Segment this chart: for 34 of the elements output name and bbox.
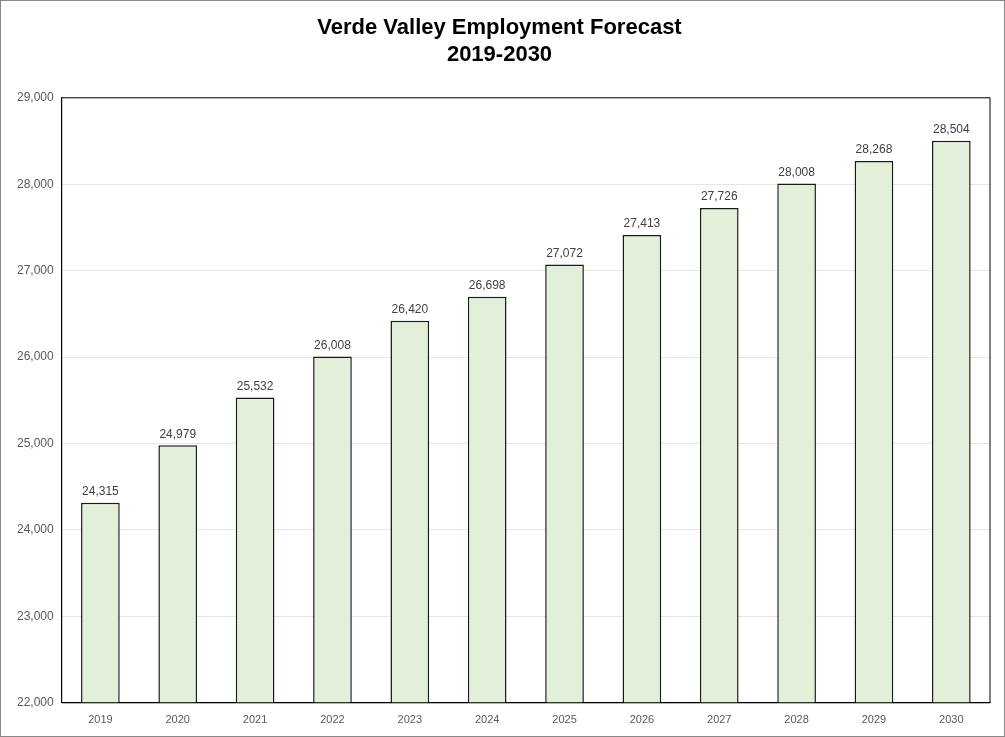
data-label: 27,072 xyxy=(546,245,584,260)
y-tick-label: 23,000 xyxy=(17,608,55,623)
data-label: 26,008 xyxy=(314,337,352,352)
y-tick-label: 28,000 xyxy=(17,176,55,191)
chart-title: Verde Valley Employment Forecast xyxy=(317,14,683,40)
data-label: 24,315 xyxy=(82,484,120,499)
data-label: 28,268 xyxy=(855,142,893,157)
x-tick-label: 2030 xyxy=(939,713,964,726)
data-label: 24,979 xyxy=(159,426,197,441)
x-tick-label: 2026 xyxy=(629,713,655,726)
data-label: 27,413 xyxy=(623,216,661,231)
x-tick-label: 2023 xyxy=(397,713,423,726)
y-tick-label: 22,000 xyxy=(17,695,55,710)
y-tick-label: 25,000 xyxy=(17,435,55,450)
data-label: 27,726 xyxy=(700,189,738,204)
x-tick-label: 2021 xyxy=(242,713,268,726)
x-tick-label: 2028 xyxy=(784,713,809,726)
x-tick-label: 2020 xyxy=(165,713,190,726)
chart-subtitle: 2019-2030 xyxy=(446,40,553,66)
x-tick-label: 2029 xyxy=(861,713,887,726)
data-label: 28,504 xyxy=(932,121,970,136)
x-tick-label: 2019 xyxy=(88,713,113,726)
data-label: 26,420 xyxy=(391,302,429,317)
x-tick-label: 2025 xyxy=(552,713,577,726)
y-tick-label: 27,000 xyxy=(17,262,55,277)
data-label: 26,698 xyxy=(468,278,506,293)
x-tick-label: 2024 xyxy=(474,713,500,726)
x-tick-label: 2027 xyxy=(707,713,732,726)
data-label: 28,008 xyxy=(778,164,816,179)
x-tick-label: 2022 xyxy=(320,713,345,726)
y-tick-label: 24,000 xyxy=(17,522,55,537)
y-tick-label: 29,000 xyxy=(17,90,55,105)
data-label: 25,532 xyxy=(236,378,274,393)
y-tick-label: 26,000 xyxy=(17,349,55,364)
